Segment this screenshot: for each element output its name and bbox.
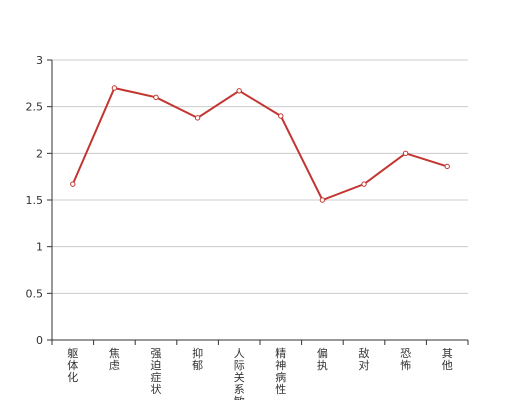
- data-point[interactable]: [444, 163, 450, 170]
- data-point[interactable]: [278, 113, 284, 119]
- data-point[interactable]: [319, 197, 326, 203]
- series-line: [71, 86, 448, 202]
- series: [70, 85, 450, 203]
- y-tick-label: 1: [36, 241, 43, 254]
- x-tick-label: 其他: [442, 347, 453, 372]
- data-point[interactable]: [194, 115, 201, 121]
- data-point[interactable]: [153, 94, 159, 101]
- x-tick-label: 抑郁: [192, 346, 203, 372]
- data-point[interactable]: [111, 85, 118, 91]
- data-point[interactable]: [402, 150, 409, 157]
- grid-lines: [52, 59, 468, 294]
- x-tick-label: 强迫症状: [151, 347, 162, 396]
- y-axis-ticks: 0 0.5 1 1.5 2 2.5 3: [26, 54, 52, 347]
- x-axis-ticks: 躯体化 焦虑 强迫症状 抑郁 人际关系敏感 精神病性 偏执 敌对 恐怖 其他: [51, 340, 469, 400]
- x-tick-label: 偏执: [317, 346, 328, 372]
- y-tick-label: 1.5: [26, 194, 44, 207]
- y-tick-label: 2.5: [26, 101, 44, 114]
- y-tick-label: 0.5: [26, 287, 44, 300]
- x-tick-label: 人际关系敏感: [234, 347, 245, 400]
- x-tick-label: 恐怖: [400, 347, 411, 372]
- data-point[interactable]: [70, 181, 76, 187]
- x-tick-label: 精神病性: [275, 347, 286, 396]
- y-tick-label: 3: [36, 54, 43, 67]
- y-tick-label: 0: [36, 334, 43, 347]
- x-tick-label: 焦虑: [109, 347, 120, 372]
- x-tick-label: 躯体化: [67, 347, 78, 384]
- x-tick-label: 敌对: [359, 346, 370, 372]
- y-tick-label: 2: [36, 147, 43, 160]
- data-point[interactable]: [236, 88, 242, 94]
- data-point[interactable]: [361, 181, 367, 187]
